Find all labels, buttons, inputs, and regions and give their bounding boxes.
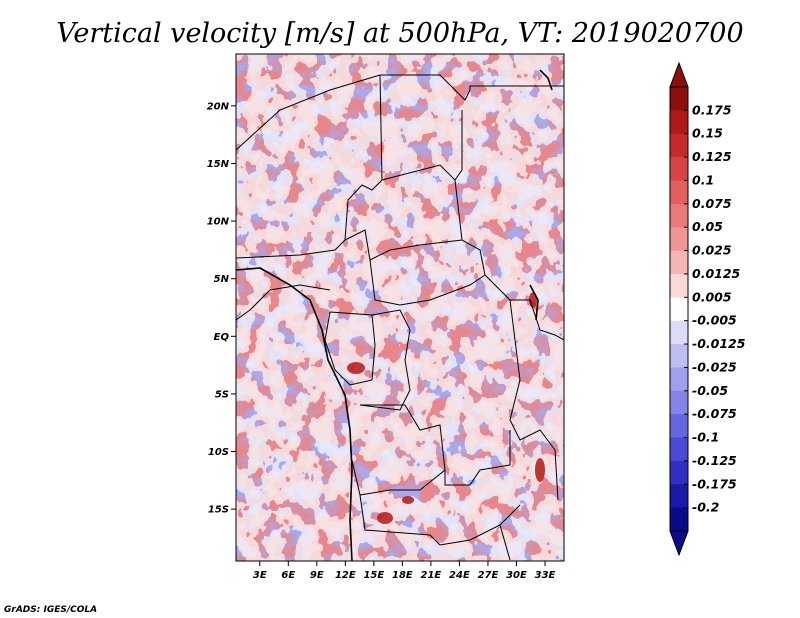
colorbar-swatch [670,507,688,532]
x-tick-label: 15E [363,570,384,581]
x-tick-label: 27E [478,570,499,581]
y-tick-label: 5N [214,274,230,285]
y-tick-label: 20N [207,101,230,112]
colorbar-swatch [670,320,688,345]
colorbar: 0.175 0.15 0.125 0.1 0.075 0.05 0.025 0.0125 0.0… [669,61,746,557]
colorbar-swatch [670,344,688,368]
credit-label: GrADS: IGES/COLA [4,605,97,615]
colorbar-label: -0.175 [692,476,737,491]
colorbar-swatch [670,157,688,181]
colorbar-swatch [670,367,688,392]
colorbar-label: 0.0125 [692,266,741,281]
field-neutral-areas [236,54,564,561]
colorbar-swatch [670,414,688,439]
colorbar-label: -0.125 [692,453,737,468]
colorbar-swatch [670,203,688,228]
colorbar-label: -0.005 [692,313,737,328]
x-tick-label: 21E [421,570,442,581]
x-tick-label: 33E [535,570,556,581]
country-borders [236,74,564,561]
colorbar-max-arrow [669,61,689,88]
colorbar-label: 0.175 [692,102,732,117]
colorbar-label: 0.025 [692,243,732,258]
colorbar-label: -0.1 [692,430,719,445]
colorbar-swatch [670,110,688,135]
x-tick-label: 18E [392,570,413,581]
y-tick-label: 15S [208,505,229,516]
x-tick-label: 12E [335,570,356,581]
y-tick-label: 10N [207,217,230,228]
x-axis: 3E 6E 9E 12E 15E 18E 21E 24E 27E 30E 33E [253,561,556,581]
colorbar-swatch [670,484,688,509]
y-tick-label: 10S [208,447,229,458]
colorbar-min-arrow [669,530,689,557]
colorbar-label: 0.005 [692,289,732,304]
y-tick-label: EQ [214,332,230,343]
colorbar-label: 0.1 [692,172,714,187]
colorbar-swatch [670,297,688,322]
map-frame [235,53,565,562]
colorbar-label: -0.025 [692,359,737,374]
colorbar-label: 0.125 [692,149,732,164]
colorbar-swatch [670,87,688,111]
colorbar-swatch [670,180,688,205]
y-axis: 20N 15N 10N 5N EQ 5S 10S 15S [207,101,236,516]
colorbar-label: -0.2 [692,500,719,515]
coastline [236,69,553,561]
x-tick-label: 6E [281,570,295,581]
x-tick-label: 30E [506,570,527,581]
colorbar-swatch [670,227,688,252]
colorbar-label: -0.05 [692,383,728,398]
x-tick-label: 9E [310,570,324,581]
y-tick-label: 15N [207,159,230,170]
colorbar-frame [669,86,689,532]
colorbar-label: 0.15 [692,126,723,141]
colorbar-swatch [670,133,688,158]
chart-title: Vertical velocity [m/s] at 500hPa, VT: 2… [56,18,743,49]
colorbar-swatch [670,437,688,462]
y-tick-label: 5S [215,389,229,400]
colorbar-label: -0.0125 [692,336,746,351]
x-tick-label: 3E [253,570,267,581]
colorbar-swatch [670,460,688,485]
colorbar-swatch [670,390,688,415]
colorbar-label: 0.05 [692,219,723,234]
colorbar-label: -0.075 [692,406,737,421]
map-panel [236,54,564,561]
colorbar-label: 0.075 [692,196,732,211]
colorbar-swatch [670,273,688,298]
colorbar-swatch [670,250,688,275]
x-tick-label: 24E [449,570,470,581]
